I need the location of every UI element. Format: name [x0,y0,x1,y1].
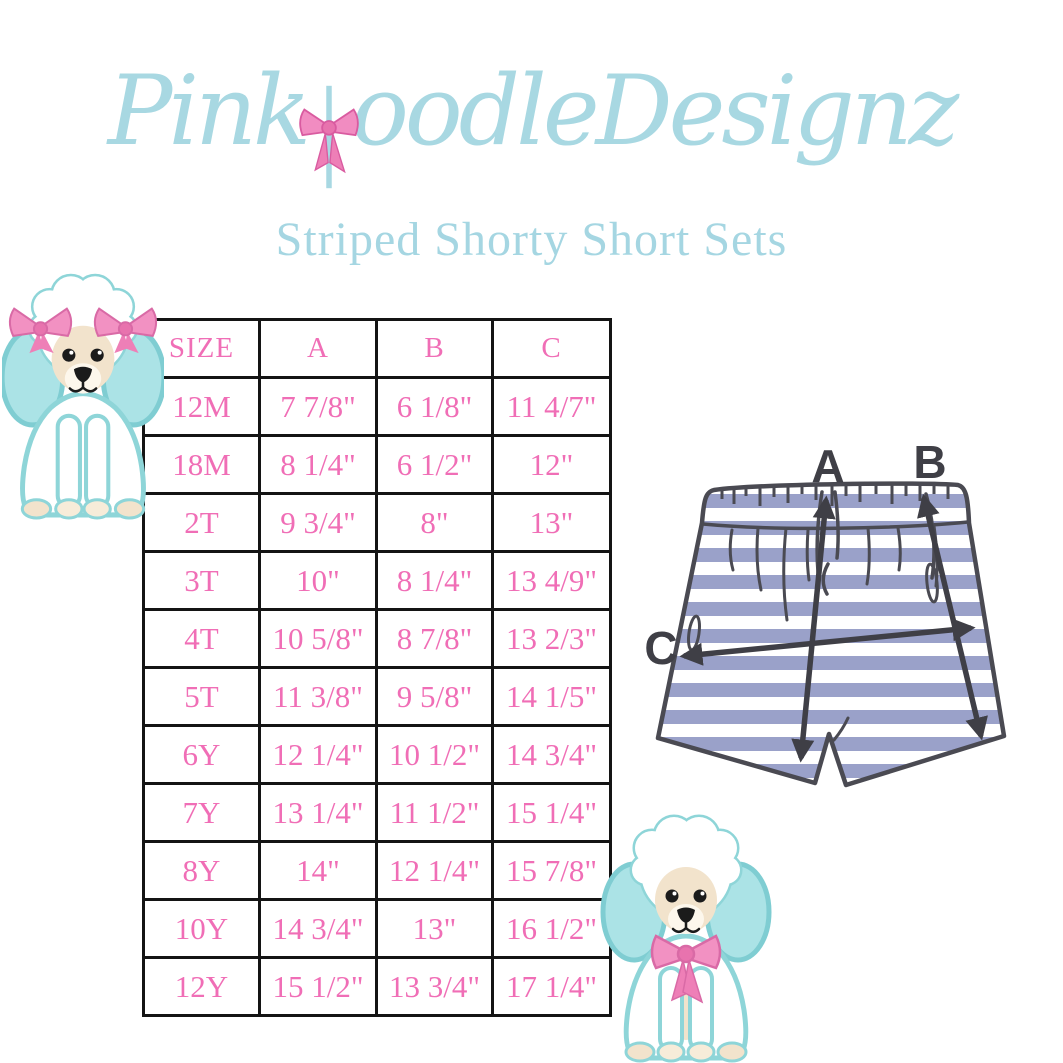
size-cell: 12Y [142,956,261,1017]
size-cell: 2T [142,492,261,553]
measurement-cell: 15 7/8" [491,840,612,901]
measure-arrow-b [917,493,988,741]
measurement-cell: 12" [491,434,612,495]
poodle-body [20,391,146,518]
column-header: B [375,318,494,379]
column-header: C [491,318,612,379]
poodle-nose [73,366,93,383]
measurement-cell: 11 1/2" [375,782,494,843]
measurement-cell: 15 1/4" [491,782,612,843]
measure-label-b: B [913,438,946,488]
table-row: 6Y 12 1/4" 10 1/2" 14 3/4" [142,724,612,785]
measurement-cell: 7 7/8" [258,376,378,437]
table-row: 12Y 15 1/2" 13 3/4" 17 1/4" [142,956,612,1017]
brand-name-part2: oodle [351,55,600,167]
measurement-cell: 10 1/2" [375,724,494,785]
size-cell: 7Y [142,782,261,843]
measurement-cell: 13 3/4" [375,956,494,1017]
measure-arrow-c [679,618,976,666]
measurement-cell: 14 3/4" [258,898,378,959]
page-title: Striped Shorty Short Sets [275,213,788,266]
size-cell: 10Y [142,898,261,959]
table-row: 4T 10 5/8" 8 7/8" 13 2/3" [142,608,612,669]
letter-stem [326,85,332,189]
neck-bow-icon [650,934,722,1004]
measurement-cell: 14" [258,840,378,901]
measurement-cell: 11 4/7" [491,376,612,437]
measurement-cell: 9 5/8" [375,666,494,727]
measurement-cell: 9 3/4" [258,492,378,553]
size-cell: 4T [142,608,261,669]
measurement-cell: 15 1/2" [258,956,378,1017]
head-bow-left-icon [8,307,73,354]
measurement-cell: 10" [258,550,378,611]
measurement-cell: 16 1/2" [491,898,612,959]
table-row: 12M 7 7/8" 6 1/8" 11 4/7" [142,376,612,437]
measurement-cell: 13 4/9" [491,550,612,611]
measurement-cell: 6 1/2" [375,434,494,495]
measurement-cell: 14 1/5" [491,666,612,727]
measure-label-c: C [644,622,677,674]
measurement-cell: 8" [375,492,494,553]
size-cell: 5T [142,666,261,727]
measurement-cell: 8 1/4" [375,550,494,611]
waistband-gathers [720,484,950,506]
table-row: 8Y 14" 12 1/4" 15 7/8" [142,840,612,901]
measurement-cell: 6 1/8" [375,376,494,437]
measurement-cell: 13" [491,492,612,553]
size-cell: 18M [142,434,261,495]
measurement-cell: 13" [375,898,494,959]
measurement-cell: 10 5/8" [258,608,378,669]
header-row: SIZE A B C [142,318,612,379]
table-row: 3T 10" 8 1/4" 13 4/9" [142,550,612,611]
brand-name-part1: Pink [107,55,311,167]
measure-label-a: A [811,440,844,492]
table-row: 10Y 14 3/4" 13" 16 1/2" [142,898,612,959]
brand-logo: Pink oodle Designz [0,16,1063,206]
measurement-cell: 11 3/8" [258,666,378,727]
shorts-measurement-diagram: A B C [644,438,1007,788]
measurement-cell: 17 1/4" [491,956,612,1017]
table-row: 18M 8 1/4" 6 1/2" 12" [142,434,612,495]
poodle-illustration-bottom [600,814,772,1063]
size-cell: 3T [142,550,261,611]
measurement-cell: 13 2/3" [491,608,612,669]
head-bow-right-icon [93,307,158,354]
measurement-cell: 8 7/8" [375,608,494,669]
measurement-cell: 8 1/4" [258,434,378,495]
table-row: 5T 11 3/8" 9 5/8" 14 1/5" [142,666,612,727]
measurement-cell: 14 3/4" [491,724,612,785]
size-table: SIZE A B C 12M 7 7/8" 6 1/8" 11 4/7" 18M 8 1/4" 6 … [142,318,612,1017]
brand-name-part3: Designz [595,55,960,167]
poodle-nose [677,907,695,923]
measurement-cell: 12 1/4" [375,840,494,901]
size-cell: 6Y [142,724,261,785]
size-cell: 8Y [142,840,261,901]
pink-bow-icon [299,85,359,189]
table-row: 2T 9 3/4" 8" 13" [142,492,612,553]
measurement-cell: 13 1/4" [258,782,378,843]
table-row: 7Y 13 1/4" 11 1/2" 15 1/4" [142,782,612,843]
poodle-illustration-top-left [2,273,164,520]
column-header: A [258,318,378,379]
measurement-cell: 12 1/4" [258,724,378,785]
